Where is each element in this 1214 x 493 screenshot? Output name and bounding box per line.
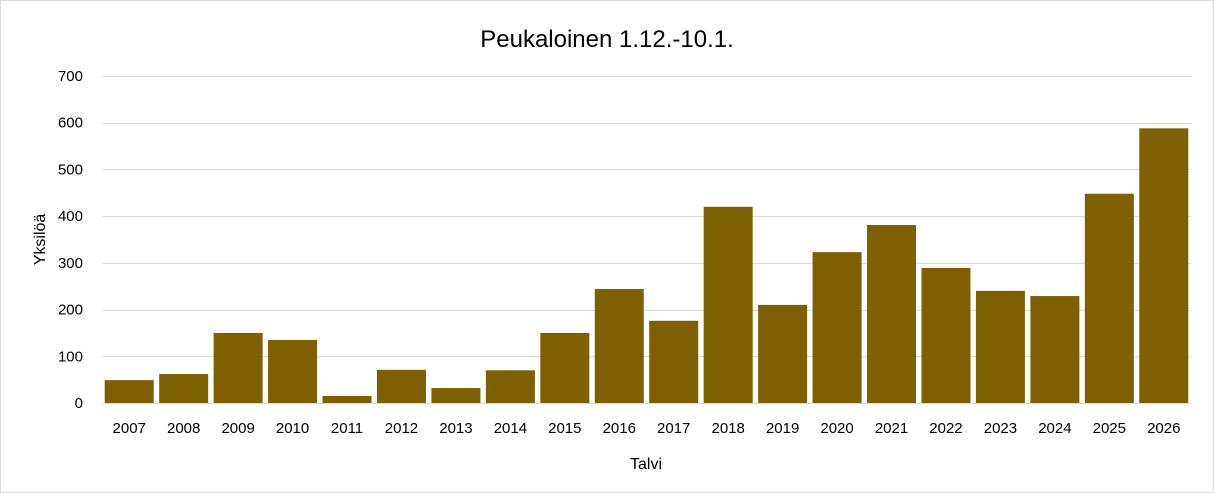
y-tick-label: 700 [58, 68, 83, 85]
x-axis-label: Talvi [630, 456, 662, 473]
x-tick-label: 2012 [385, 420, 418, 437]
x-tick-label: 2008 [167, 420, 200, 437]
bar-2008 [159, 374, 209, 403]
y-tick-label: 100 [58, 348, 83, 365]
x-tick-label: 2021 [875, 420, 908, 437]
bar-2016 [594, 289, 644, 403]
x-tick-label: 2024 [1038, 420, 1071, 437]
x-tick-label: 2011 [331, 420, 363, 437]
chart-title: Peukaloinen 1.12.-10.1. [480, 26, 734, 53]
bars [104, 128, 1189, 403]
x-tick-label: 2014 [494, 420, 527, 437]
x-tick-label: 2019 [766, 420, 799, 437]
bar-2009 [213, 332, 263, 403]
y-tick-label: 0 [75, 395, 83, 412]
bar-2007 [104, 380, 154, 403]
bar-2021 [867, 225, 917, 403]
x-tick-label: 2023 [984, 420, 1017, 437]
y-tick-label: 300 [58, 255, 83, 272]
gridlines [102, 76, 1191, 404]
y-axis-label: Yksilöä [32, 214, 49, 266]
bar-2025 [1084, 193, 1134, 403]
bar-2010 [268, 339, 318, 403]
bar-2014 [485, 370, 535, 403]
bar-2026 [1139, 128, 1189, 403]
bar-2019 [758, 304, 808, 403]
bar-2022 [921, 267, 971, 403]
bar-2020 [812, 252, 862, 403]
x-tick-label: 2025 [1093, 420, 1126, 437]
x-tick-label: 2007 [113, 420, 146, 437]
bar-2015 [540, 332, 590, 403]
x-tick-label: 2016 [603, 420, 636, 437]
x-tick-label: 2017 [657, 420, 690, 437]
y-tick-label: 600 [58, 115, 83, 132]
x-tick-label: 2015 [548, 420, 581, 437]
x-tick-label: 2010 [276, 420, 309, 437]
x-tick-label: 2020 [820, 420, 853, 437]
y-tick-label: 500 [58, 161, 83, 178]
x-tick-label: 2018 [711, 420, 744, 437]
bar-2024 [1030, 296, 1080, 403]
x-tick-label: 2009 [221, 420, 254, 437]
bar-2023 [975, 290, 1025, 403]
x-tick-label: 2026 [1147, 420, 1180, 437]
y-tick-label: 200 [58, 302, 83, 319]
y-tick-label: 400 [58, 208, 83, 225]
bar-2018 [703, 206, 753, 403]
bar-2011 [322, 395, 372, 403]
bar-2017 [649, 320, 699, 403]
x-axis-ticks: 2007 2008 2009 2010 2011 2012 2013 2014 2015 2016… [113, 420, 1181, 437]
bar-2013 [431, 388, 481, 403]
x-tick-label: 2013 [439, 420, 472, 437]
x-tick-label: 2022 [929, 420, 962, 437]
y-axis-ticks: 0 100 200 300 400 500 600 700 [58, 68, 83, 412]
bar-2012 [376, 369, 426, 403]
